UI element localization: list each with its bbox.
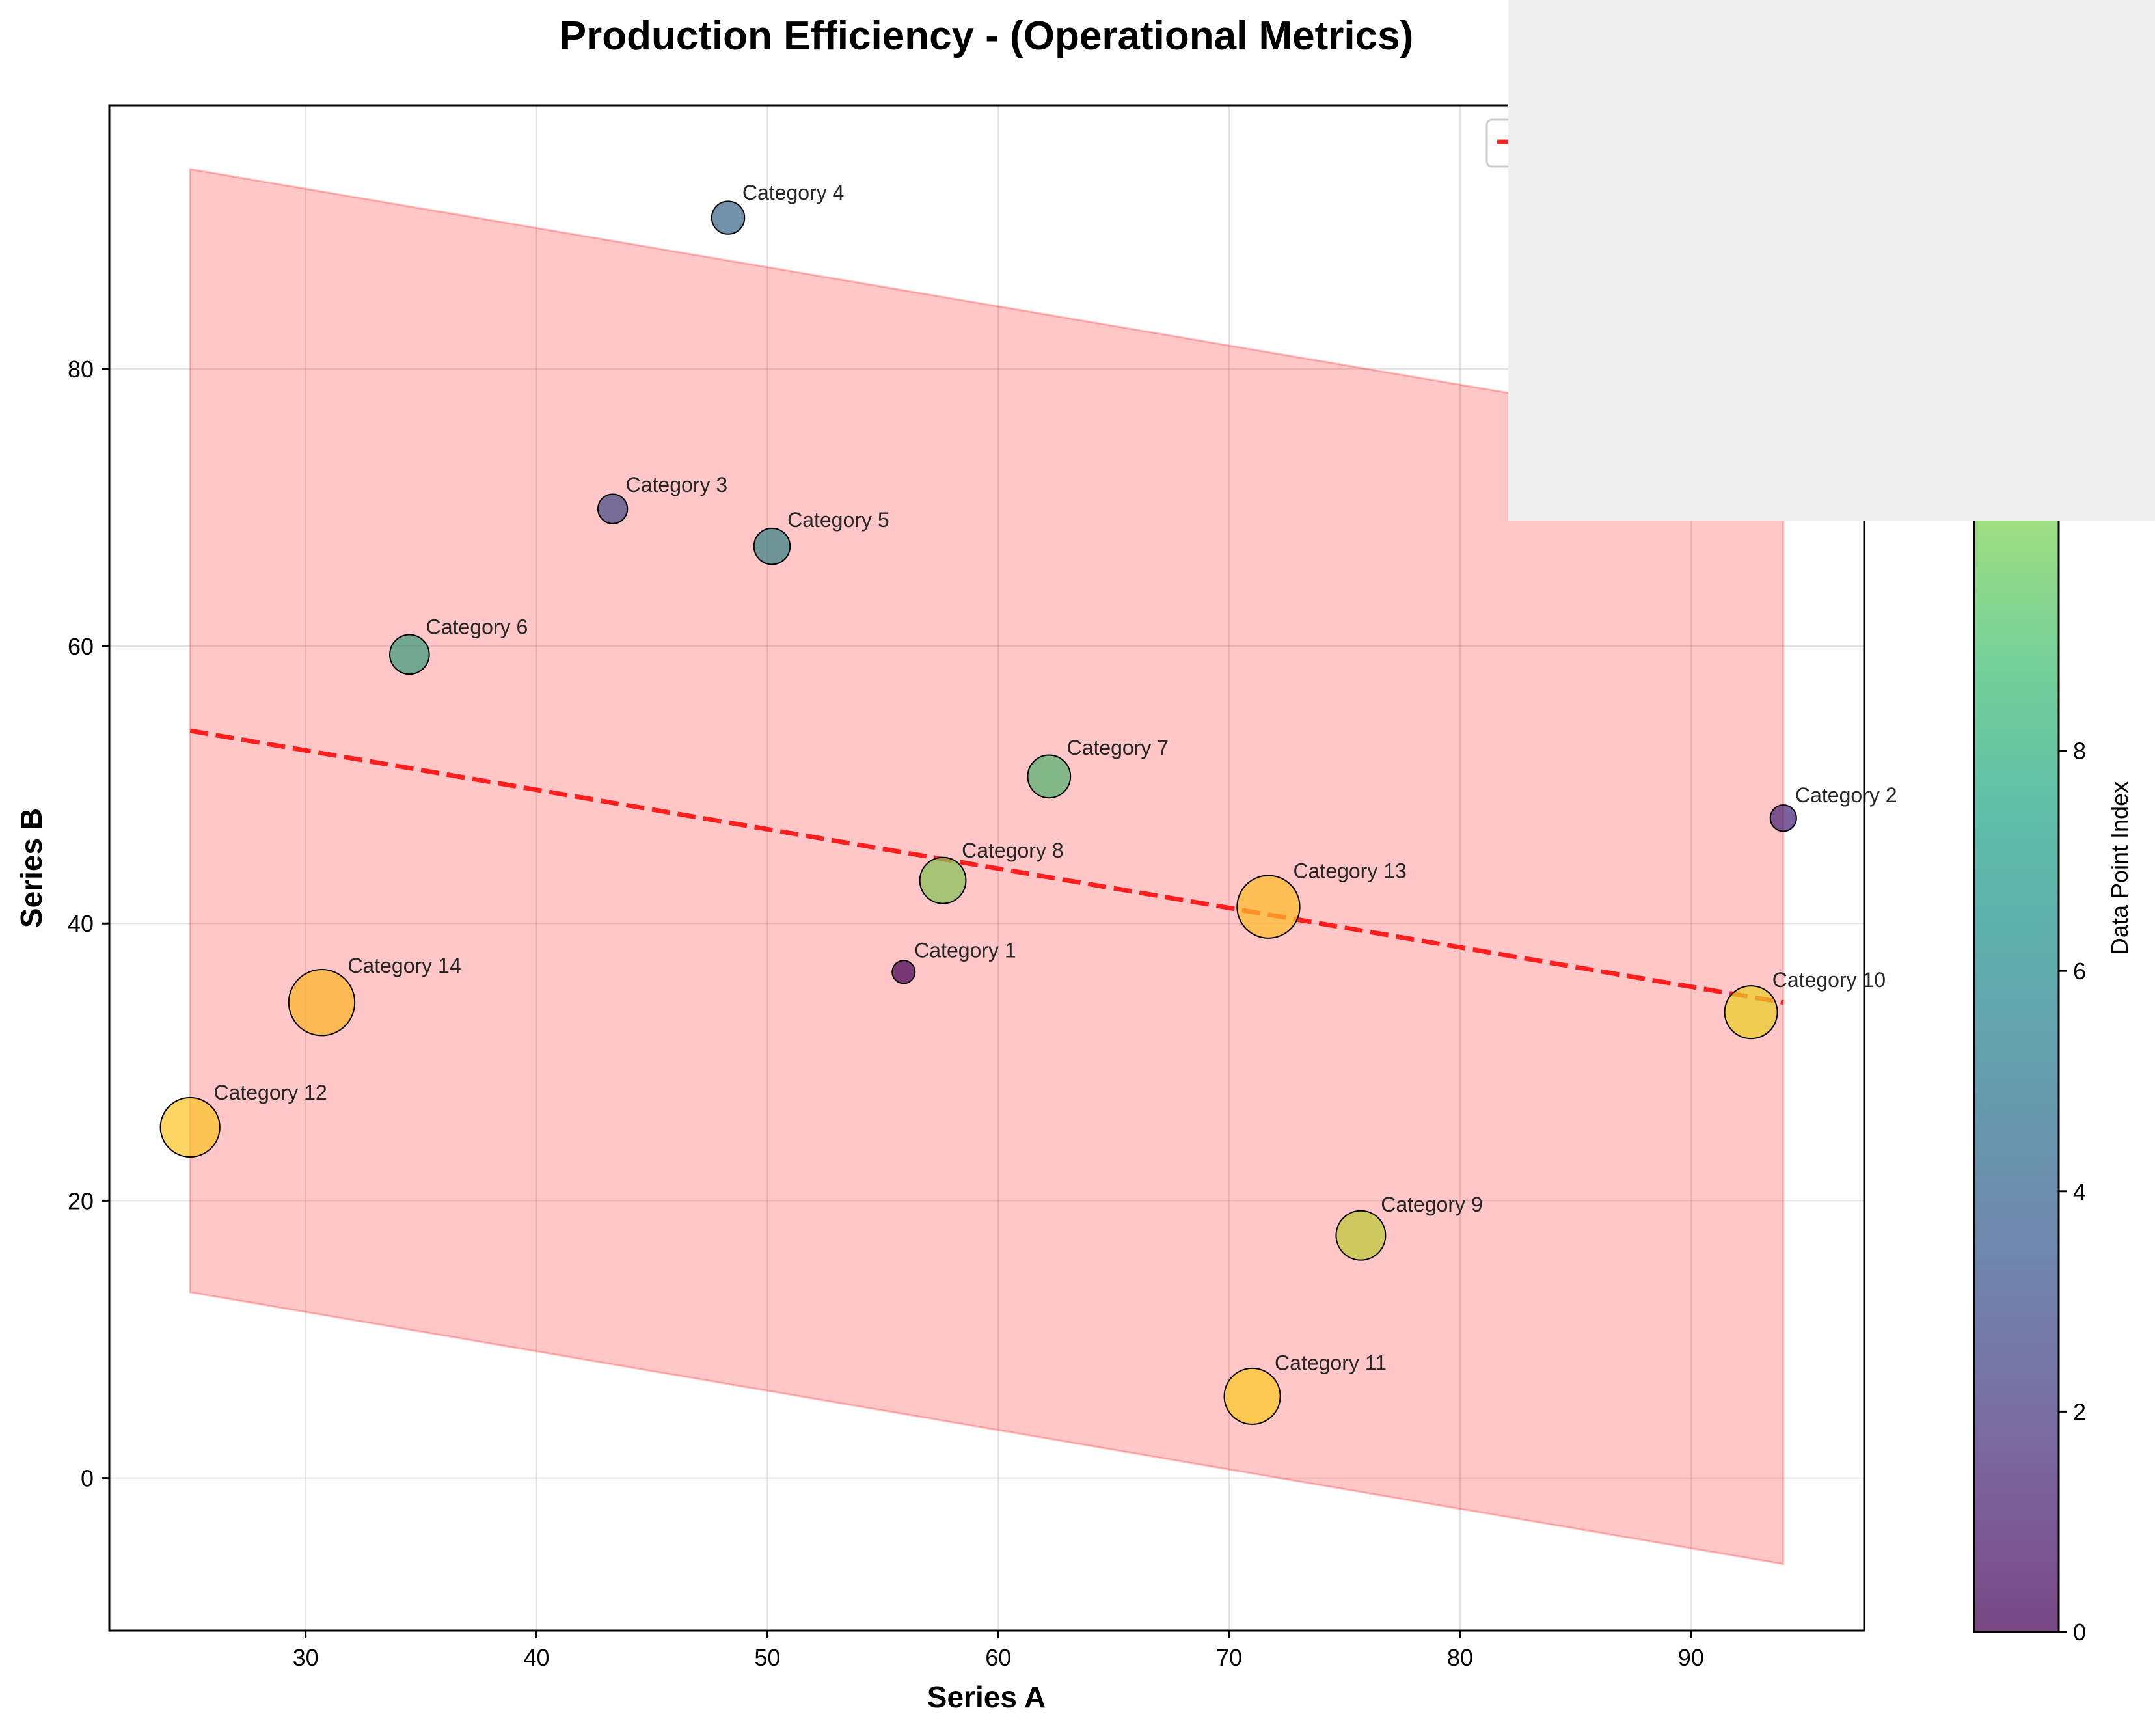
x-tick-label: 90 xyxy=(1678,1644,1704,1671)
point-label: Category 1 xyxy=(914,938,1016,962)
scatter-point xyxy=(288,968,356,1037)
point-label: Category 7 xyxy=(1067,736,1169,759)
scatter-point xyxy=(1223,1367,1281,1425)
x-tick-label: 50 xyxy=(754,1644,780,1671)
chart-title: Production Efficiency - (Operational Met… xyxy=(560,14,1414,59)
x-tick-label: 60 xyxy=(985,1644,1011,1671)
point-label: Category 10 xyxy=(1772,968,1886,992)
point-label: Category 11 xyxy=(1275,1351,1387,1374)
point-label: Category 8 xyxy=(962,839,1064,862)
point-label: Category 2 xyxy=(1795,783,1897,807)
grid-lines xyxy=(109,105,1864,1631)
colorbar-tick-label: 4 xyxy=(2073,1178,2086,1205)
point-label: Category 9 xyxy=(1381,1193,1483,1216)
colorbar-tick-label: 0 xyxy=(2073,1619,2086,1646)
colorbar-tick-label: 8 xyxy=(2073,738,2086,765)
colorbar-ticks: 0 2 4 6 8 xyxy=(2059,738,2086,1646)
blank-overlay-panel xyxy=(1508,0,2155,521)
colorbar: 0 2 4 6 8 Data Point Index xyxy=(1973,518,2133,1646)
point-labels: Category 1 Category 2 Category 3 Category 4… xyxy=(213,181,1897,1375)
scatter-point xyxy=(753,527,791,565)
scatter-point xyxy=(389,634,430,675)
y-tick-label: 0 xyxy=(81,1465,94,1492)
colorbar-tick-label: 2 xyxy=(2073,1398,2086,1425)
point-label: Category 5 xyxy=(787,508,889,532)
point-label: Category 13 xyxy=(1293,860,1406,883)
x-axis-ticks: 30 40 50 60 70 80 90 xyxy=(293,1631,1704,1671)
scatter-point xyxy=(1236,875,1301,939)
scatter-point xyxy=(919,856,967,904)
trend-line xyxy=(189,728,1784,1005)
colorbar-tick-label: 6 xyxy=(2073,958,2086,984)
point-label: Category 14 xyxy=(347,954,461,977)
point-label: Category 4 xyxy=(742,181,845,204)
scatter-point xyxy=(1335,1210,1387,1261)
scatter-point xyxy=(597,493,629,524)
x-axis-label: Series A xyxy=(927,1680,1046,1714)
scatter-point xyxy=(711,200,746,235)
x-tick-label: 30 xyxy=(293,1644,319,1671)
y-axis-ticks: 0 20 40 60 80 xyxy=(68,356,109,1492)
y-tick-label: 60 xyxy=(68,633,94,660)
data-points xyxy=(159,200,1797,1425)
scatter-point xyxy=(1769,804,1797,832)
x-tick-label: 70 xyxy=(1216,1644,1242,1671)
y-tick-label: 20 xyxy=(68,1187,94,1214)
colorbar-label: Data Point Index xyxy=(2106,781,2133,955)
y-axis-label: Series B xyxy=(14,808,48,928)
y-tick-label: 80 xyxy=(68,356,94,383)
plot-frame xyxy=(108,104,1865,1632)
y-tick-label: 40 xyxy=(68,910,94,937)
point-label: Category 3 xyxy=(626,473,728,496)
x-tick-label: 80 xyxy=(1447,1644,1473,1671)
x-tick-label: 40 xyxy=(523,1644,549,1671)
scatter-point xyxy=(1027,754,1072,799)
point-label: Category 6 xyxy=(426,615,528,638)
scatter-point xyxy=(1724,985,1778,1040)
colorbar-gradient xyxy=(1974,519,2059,1632)
scatter-point xyxy=(159,1096,221,1158)
scatter-point xyxy=(891,960,916,984)
point-label: Category 12 xyxy=(213,1081,327,1104)
